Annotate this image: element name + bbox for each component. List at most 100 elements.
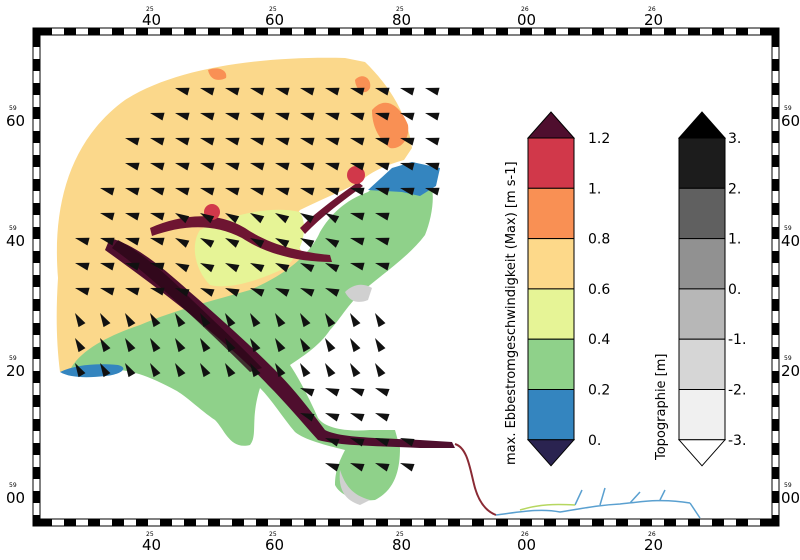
- velocity-arrow: [225, 187, 240, 196]
- velocity-vector-field: [75, 87, 440, 472]
- colorbar-tick-label: 0.: [588, 433, 601, 449]
- map-content: [56, 57, 701, 519]
- velocity-arrow: [250, 112, 265, 121]
- frame-segment: [33, 203, 40, 215]
- frame-segment: [33, 35, 40, 47]
- velocity-arrow: [375, 363, 386, 378]
- frame-segment: [33, 467, 40, 479]
- velocity-arrow: [175, 288, 190, 297]
- frame-segment: [772, 347, 779, 359]
- velocity-arrow: [375, 212, 390, 221]
- velocity-arrow: [225, 213, 240, 224]
- colorbar-tick-label: 0.4: [588, 332, 610, 348]
- velocity-arrow: [250, 313, 261, 328]
- velocity-arrow: [100, 237, 115, 246]
- frame-segment: [568, 28, 580, 35]
- velocity-arrow: [250, 263, 265, 273]
- colorbar-tick-label: 0.6: [588, 282, 610, 298]
- frame-segment: [33, 443, 40, 455]
- longitude-degree-label: 26: [648, 531, 656, 538]
- colorbar-segment: [527, 389, 575, 441]
- velocity-arrow: [100, 338, 111, 353]
- frame-segment: [232, 28, 244, 35]
- frame-segment: [33, 107, 40, 119]
- velocity-arrow: [75, 313, 86, 328]
- velocity-arrow: [400, 162, 415, 171]
- velocity-arrow: [200, 363, 211, 378]
- velocity-arrow: [75, 363, 86, 378]
- frame-segment: [772, 203, 779, 215]
- velocity-arrow: [250, 87, 265, 96]
- velocity-arrow: [225, 313, 236, 328]
- velocity-arrow: [275, 338, 286, 353]
- topography-colorbar-title: Topographie [m]: [654, 354, 669, 462]
- frame-segment: [520, 28, 532, 35]
- longitude-degree-label: 25: [396, 531, 404, 538]
- velocity-arrow: [125, 162, 140, 171]
- velocity-arrow: [325, 263, 340, 273]
- frame-segment: [112, 28, 124, 35]
- velocity-arrow: [350, 137, 365, 146]
- frame-segment: [40, 28, 52, 35]
- velocity-arrow: [300, 313, 311, 328]
- velocity-arrow: [175, 363, 186, 378]
- latitude-degree-label: 59: [784, 105, 792, 112]
- latitude-minute-label: 60: [6, 112, 25, 130]
- colorbar-tick-label: 0.8: [588, 232, 610, 248]
- velocity-arrow: [400, 463, 415, 472]
- velocity-arrow: [75, 338, 86, 353]
- velocity-arrow: [350, 413, 365, 422]
- frame-corner: [33, 28, 40, 35]
- velocity-arrow: [325, 187, 340, 196]
- velocity-arrow: [125, 187, 140, 196]
- colorbar-segment: [678, 338, 726, 391]
- frame-segment: [448, 519, 460, 526]
- velocity-arrow: [400, 87, 415, 96]
- velocity-arrow: [125, 363, 136, 378]
- frame-corner: [33, 519, 40, 526]
- frame-segment: [568, 519, 580, 526]
- velocity-arrow: [125, 287, 140, 296]
- frame-segment: [256, 28, 268, 35]
- velocity-arrow: [175, 338, 186, 353]
- velocity-arrow: [325, 213, 340, 224]
- velocity-arrow: [350, 112, 365, 121]
- velocity-arrow: [325, 137, 340, 146]
- velocity-arrow: [400, 112, 415, 121]
- velocity-arrow: [300, 238, 315, 248]
- topography-colorbar-labels: 3. 2. 1. 0. -1. -2. -3.: [728, 131, 746, 449]
- velocity-arrow: [400, 438, 415, 447]
- velocity-arrow: [350, 388, 365, 397]
- velocity-arrow: [275, 313, 286, 328]
- colorbar-tick-label: -1.: [728, 332, 746, 348]
- velocity-arrow: [150, 162, 165, 171]
- frame-segment: [772, 131, 779, 143]
- colorbar-segment: [527, 288, 575, 340]
- estuary-shallows: [70, 168, 433, 501]
- velocity-arrow: [275, 187, 290, 196]
- velocity-arrow: [400, 137, 415, 146]
- velocity-arrow: [225, 112, 240, 121]
- frame-segment: [520, 519, 532, 526]
- frame-segment: [33, 491, 40, 503]
- velocity-arrow: [300, 112, 315, 121]
- frame-segment: [688, 519, 700, 526]
- frame-segment: [352, 28, 364, 35]
- latitude-degree-label: 59: [9, 225, 17, 232]
- velocity-arrow: [375, 237, 390, 246]
- velocity-arrow: [175, 112, 190, 121]
- velocity-arrow: [175, 263, 190, 273]
- frame-segment: [736, 28, 748, 35]
- colorbar-tick-label: 3.: [728, 131, 741, 147]
- velocity-arrow: [75, 262, 90, 271]
- frame-segment: [33, 227, 40, 239]
- frame-segment: [772, 395, 779, 407]
- velocity-arrow: [200, 87, 215, 96]
- frame-segment: [33, 155, 40, 167]
- frame-segment: [88, 28, 100, 35]
- frame-segment: [328, 519, 340, 526]
- velocity-arrow: [425, 162, 440, 171]
- velocity-arrow: [375, 388, 390, 397]
- velocity-arrow: [125, 237, 140, 246]
- colorbar-segment: [527, 187, 575, 240]
